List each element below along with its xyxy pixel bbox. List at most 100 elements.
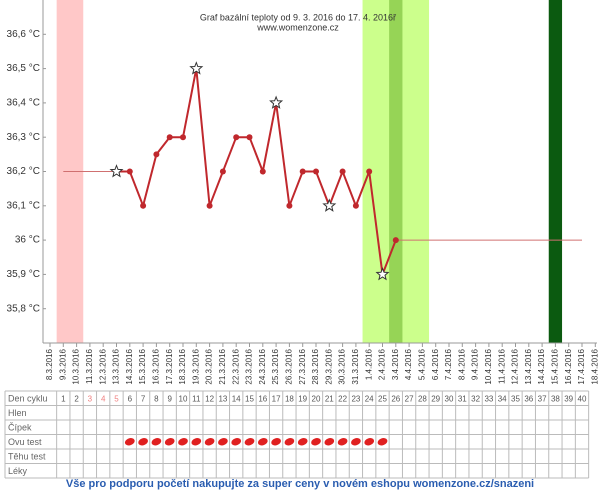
ovu-test-mark [284, 438, 295, 446]
x-tick-label: 28.3.2016 [311, 348, 320, 384]
day-number: 33 [484, 394, 493, 403]
day-number: 39 [564, 394, 573, 403]
day-number: 32 [471, 394, 480, 403]
day-number: 30 [445, 394, 454, 403]
point [219, 168, 226, 175]
day-number: 18 [285, 394, 294, 403]
temperature-line [116, 68, 397, 275]
x-tick-label: 18.3.2016 [178, 348, 187, 384]
day-number: 29 [431, 394, 440, 403]
x-tick-label: 8.4.2016 [457, 348, 466, 380]
x-tick-label: 25.3.2016 [271, 348, 280, 384]
row-label: Ovu test [8, 437, 42, 447]
day-number: 34 [498, 394, 507, 403]
row-label: Čípek [8, 423, 32, 433]
day-number: 15 [245, 394, 254, 403]
star-point [322, 198, 337, 212]
y-tick-label: 35,8 °C [7, 303, 40, 314]
x-tick-label: 22.3.2016 [231, 348, 240, 384]
x-tick-label: 26.3.2016 [285, 348, 294, 384]
day-number: 22 [338, 394, 347, 403]
ovu-test-mark [377, 438, 388, 446]
x-tick-label: 10.3.2016 [72, 348, 81, 384]
ovu-test-mark [324, 438, 335, 446]
y-tick-label: 36 °C [15, 235, 40, 246]
x-tick-label: 11.3.2016 [85, 348, 94, 384]
day-number: 7 [141, 394, 146, 403]
point [166, 134, 173, 141]
row-label: Těhu test [8, 452, 46, 462]
day-number: 36 [524, 394, 533, 403]
chart-title: Graf bazální teploty od 9. 3. 2016 do 17… [200, 12, 397, 22]
x-tick-label: 16.3.2016 [152, 348, 161, 384]
x-tick-label: 17.3.2016 [165, 348, 174, 384]
band [389, 0, 403, 343]
ovu-test-mark [257, 438, 268, 446]
x-tick-label: 15.4.2016 [551, 348, 560, 384]
ovu-test-mark [337, 438, 348, 446]
ovu-test-mark [151, 438, 162, 446]
bands [56, 0, 563, 343]
x-tick-label: 2.4.2016 [378, 348, 387, 380]
x-tick-label: 8.3.2016 [45, 348, 54, 380]
x-tick-label: 4.4.2016 [404, 348, 413, 380]
x-tick-label: 7.4.2016 [444, 348, 453, 380]
x-tick-label: 16.4.2016 [564, 348, 573, 384]
day-number: 10 [179, 394, 188, 403]
day-number: 9 [167, 394, 172, 403]
point [299, 168, 306, 175]
day-number: 40 [578, 394, 587, 403]
x-tick-label: 12.3.2016 [98, 348, 107, 384]
x-tick-label: 12.4.2016 [511, 348, 520, 384]
day-number: 23 [351, 394, 360, 403]
footer-link[interactable]: Vše pro podporu početí nakupujte za supe… [66, 478, 534, 490]
y-tick-label: 36,6 °C [7, 29, 40, 40]
y-tick-label: 36,2 °C [7, 166, 40, 177]
x-tick-label: 17.4.2016 [577, 348, 586, 384]
chart-subtitle: www.womenzone.cz [256, 22, 339, 32]
x-tick-label: 3.4.2016 [391, 348, 400, 380]
x-tick-label: 13.3.2016 [112, 348, 121, 384]
x-tick-label: 18.4.2016 [590, 348, 599, 384]
x-tick-label: 20.3.2016 [205, 348, 214, 384]
ovu-test-mark [311, 438, 321, 446]
day-number: 16 [258, 394, 267, 403]
point [392, 237, 399, 244]
ovu-test-mark [297, 438, 308, 446]
x-tick-label: 23.3.2016 [245, 348, 254, 384]
ovu-test-mark [124, 438, 135, 446]
star-point [269, 95, 284, 109]
ovu-test-mark [178, 438, 188, 446]
y-tick-label: 36,4 °C [7, 98, 40, 109]
day-number: 26 [391, 394, 400, 403]
x-tick-label: 9.3.2016 [58, 348, 67, 380]
point [206, 202, 213, 209]
day-number: 37 [538, 394, 547, 403]
x-tick-label: 5.4.2016 [418, 348, 427, 380]
point [153, 151, 160, 158]
x-tick-label: 29.3.2016 [324, 348, 333, 384]
ovu-test-mark [271, 438, 281, 446]
x-tick-label: 27.3.2016 [298, 348, 307, 384]
row-label: Léky [8, 466, 28, 476]
point [126, 168, 133, 175]
ovu-test-mark [218, 438, 228, 446]
x-tick-label: 15.3.2016 [138, 348, 147, 384]
y-tick-label: 36,3 °C [7, 132, 40, 143]
day-number: 13 [218, 394, 227, 403]
day-number: 17 [272, 394, 281, 403]
ovu-test-mark [231, 438, 242, 446]
day-number: 38 [551, 394, 560, 403]
point [286, 202, 293, 209]
band [548, 0, 563, 343]
ovu-test-mark [364, 438, 375, 446]
x-tick-label: 10.4.2016 [484, 348, 493, 384]
y-tick-label: 35,9 °C [7, 269, 40, 280]
day-number: 31 [458, 394, 467, 403]
day-number: 3 [88, 394, 93, 403]
row-label: Hlen [8, 408, 27, 418]
day-number: 20 [312, 394, 321, 403]
x-tick-label: 31.3.2016 [351, 348, 360, 384]
day-number: 24 [365, 394, 374, 403]
